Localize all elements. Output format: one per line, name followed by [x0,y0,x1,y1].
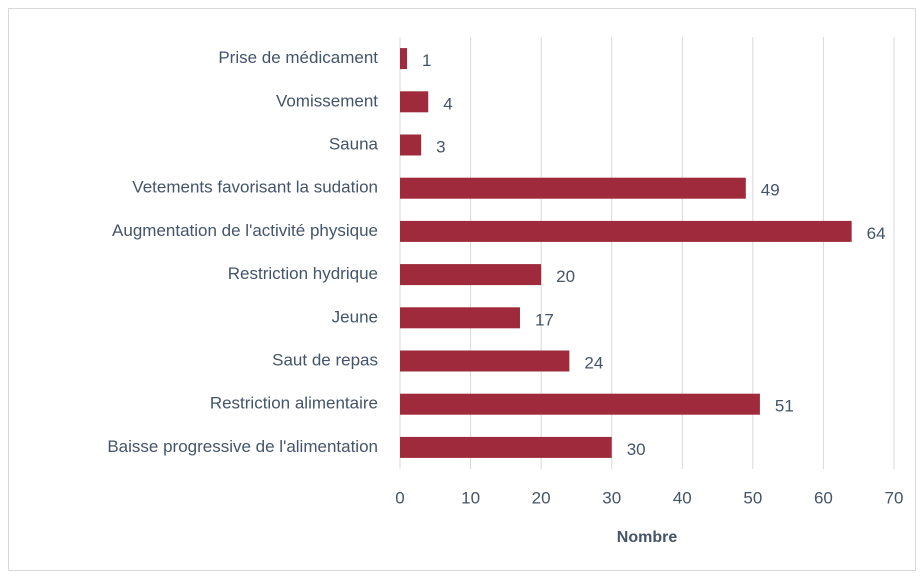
x-tick-label: 40 [673,488,692,507]
x-tick-label: 60 [814,488,833,507]
x-tick-label: 70 [885,488,904,507]
x-tick-label: 0 [395,488,404,507]
y-tick-label: Prise de médicament [218,48,378,67]
y-tick-label: Sauna [329,134,379,153]
y-tick-label: Augmentation de l'activité physique [112,221,378,240]
bar [400,436,612,458]
chart-border [8,8,916,571]
bar [400,48,408,70]
data-label: 20 [556,267,575,286]
x-tick-label: 20 [532,488,551,507]
data-label: 17 [535,310,554,329]
data-label: 30 [627,440,646,459]
y-tick-label: Restriction alimentaire [210,394,378,413]
x-tick-label: 10 [461,488,480,507]
data-label: 24 [584,353,603,372]
data-label: 64 [867,224,886,243]
data-label: 4 [443,94,452,113]
x-axis-title: Nombre [617,529,678,546]
data-label: 1 [422,51,431,70]
y-tick-label: Jeune [332,307,378,326]
bar [400,177,746,199]
data-label: 51 [775,397,794,416]
y-tick-label: Baisse progressive de l'alimentation [107,437,378,456]
bar [400,307,520,329]
x-tick-label: 50 [743,488,762,507]
data-label: 49 [761,181,780,200]
y-tick-label: Restriction hydrique [228,264,378,283]
y-tick-label: Vomissement [276,91,378,110]
bar [400,220,852,242]
bar [400,350,570,372]
bar [400,393,760,415]
data-label: 3 [436,137,445,156]
y-tick-label: Vetements favorisant la sudation [132,178,378,197]
bar [400,264,542,286]
x-tick-label: 30 [602,488,621,507]
bar [400,134,422,156]
bar [400,91,429,113]
y-tick-label: Saut de repas [272,350,378,369]
